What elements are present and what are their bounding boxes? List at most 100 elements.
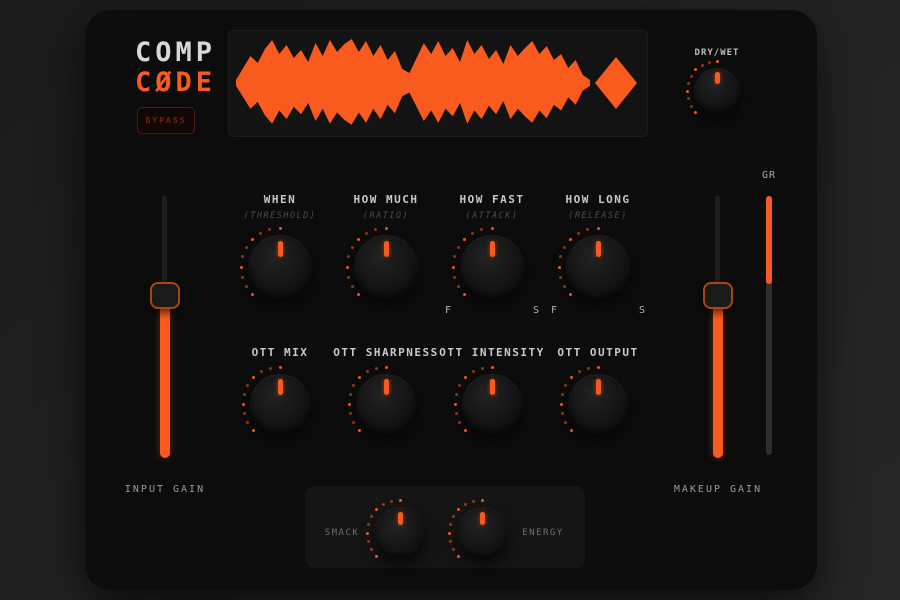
- knob-tick: [366, 540, 370, 544]
- knob-pointer: [489, 379, 495, 395]
- knob-tick: [452, 275, 456, 279]
- knob-tick: [246, 384, 250, 387]
- release-label: HOW LONG: [565, 193, 631, 206]
- ott-output-knob[interactable]: [559, 365, 628, 434]
- knob-tick: [578, 370, 581, 374]
- threshold-knob[interactable]: [239, 226, 312, 299]
- makeup-gain-handle[interactable]: [703, 282, 733, 309]
- ott-intensity-knob[interactable]: [453, 365, 522, 434]
- knob-tick: [356, 293, 360, 297]
- knob-group-ott-sharpness: OTT SHARPNESS: [326, 346, 446, 434]
- smack-label: SMACK: [324, 528, 360, 538]
- knob-tick: [369, 548, 373, 551]
- knob-tick: [384, 226, 388, 230]
- input-gain-handle[interactable]: [150, 282, 180, 309]
- knob-tick: [462, 237, 466, 241]
- knob-tick: [562, 246, 566, 249]
- waveform-svg: [236, 39, 637, 125]
- ott-intensity-label: OTT INTENSITY: [439, 346, 545, 359]
- knob-tick: [560, 412, 564, 416]
- knob-tick: [457, 554, 461, 558]
- ratio-knob[interactable]: [345, 226, 418, 299]
- knob-tick: [557, 265, 561, 269]
- knob-tick: [358, 428, 362, 432]
- ott-sharpness-knob[interactable]: [347, 365, 416, 434]
- input-gain-fill: [160, 295, 170, 458]
- knob-tick: [365, 231, 368, 235]
- knob-tick: [685, 89, 689, 93]
- attack-label: HOW FAST: [459, 193, 525, 206]
- knob-tick: [252, 428, 256, 432]
- release-sublabel: (RELEASE): [568, 211, 628, 221]
- gr-meter-fill: [766, 196, 772, 284]
- release-knob[interactable]: [557, 226, 630, 299]
- knob-tick: [562, 285, 566, 288]
- knob-tick: [464, 502, 467, 506]
- input-gain-slider[interactable]: [145, 195, 185, 475]
- attack-fs-row: F S: [432, 305, 552, 316]
- release-fs-row: F S: [538, 305, 658, 316]
- release-slow-label: S: [638, 305, 645, 316]
- knob-tick: [250, 237, 254, 241]
- knob-tick: [268, 227, 272, 231]
- knob-tick: [347, 402, 351, 406]
- knob-tick: [346, 275, 350, 279]
- makeup-gain-slider[interactable]: [698, 195, 738, 475]
- knob-tick: [375, 508, 379, 512]
- attack-knob[interactable]: [451, 226, 524, 299]
- knob-tick: [707, 60, 711, 64]
- knob-tick: [348, 392, 352, 396]
- bypass-button[interactable]: BYPASS: [137, 107, 195, 134]
- gr-meter-label: GR: [761, 170, 777, 181]
- waveform-diamond: [595, 57, 637, 109]
- knob-tick: [240, 275, 244, 279]
- release-fast-label: F: [551, 305, 558, 316]
- knob-tick: [464, 428, 468, 432]
- ott-mix-knob[interactable]: [241, 365, 310, 434]
- knob-tick: [715, 59, 719, 63]
- knob-tick: [398, 498, 402, 502]
- knob-group-ratio: HOW MUCH (RATIO): [326, 193, 446, 299]
- knob-tick: [686, 97, 690, 101]
- knob-group-attack: HOW FAST (ATTACK) F S: [432, 193, 552, 316]
- attack-slow-label: S: [532, 305, 539, 316]
- knob-tick: [490, 365, 494, 369]
- knob-tick: [239, 265, 243, 269]
- knob-tick: [242, 412, 246, 416]
- knob-tick: [596, 365, 600, 369]
- knob-tick: [260, 370, 263, 374]
- knob-tick: [457, 508, 461, 512]
- knob-tick: [480, 498, 484, 502]
- attack-sublabel: (ATTACK): [465, 211, 519, 221]
- knob-tick: [456, 285, 460, 288]
- knob-tick: [278, 226, 282, 230]
- knob-tick: [480, 227, 484, 231]
- ratio-label: HOW MUCH: [353, 193, 419, 206]
- knob-pointer: [489, 240, 495, 258]
- knob-tick: [586, 366, 590, 370]
- ott-mix-label: OTT MIX: [251, 346, 309, 359]
- knob-tick: [464, 376, 468, 380]
- knob-tick: [252, 376, 256, 380]
- knob-tick: [454, 412, 458, 416]
- ott-output-label: OTT OUTPUT: [557, 346, 639, 359]
- knob-pointer: [383, 240, 389, 258]
- knob-tick: [356, 237, 360, 241]
- knob-tick: [456, 246, 460, 249]
- makeup-gain-label: MAKEUP GAIN: [673, 484, 763, 495]
- knob-tick: [451, 515, 455, 518]
- logo-line1: COMP: [135, 37, 217, 68]
- attack-fast-label: F: [445, 305, 452, 316]
- knob-group-threshold: WHEN (THRESHOLD): [220, 193, 340, 299]
- drywet-knob[interactable]: [685, 59, 740, 114]
- knob-tick: [596, 226, 600, 230]
- smack-knob[interactable]: [365, 498, 426, 559]
- knob-tick: [454, 392, 458, 396]
- knob-tick: [458, 384, 462, 387]
- knob-group-ott-mix: OTT MIX: [220, 346, 340, 434]
- knob-pointer: [714, 72, 720, 85]
- knob-tick: [472, 370, 475, 374]
- knob-tick: [241, 402, 245, 406]
- drywet-group: DRY/WET: [662, 48, 772, 114]
- energy-knob[interactable]: [447, 498, 508, 559]
